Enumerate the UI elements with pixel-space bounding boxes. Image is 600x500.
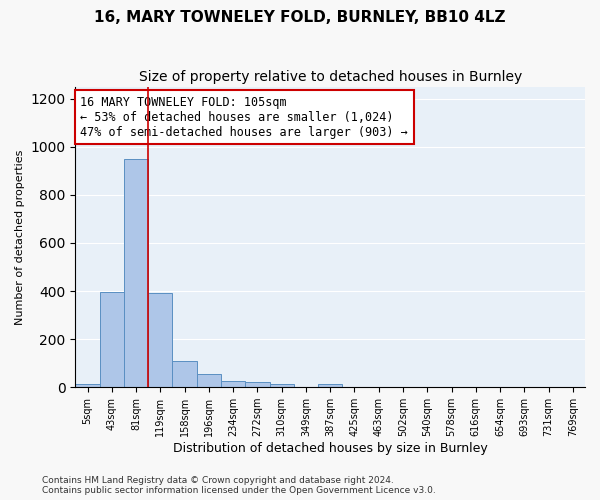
Bar	[172, 361, 197, 387]
Bar	[197, 374, 221, 387]
Bar	[100, 292, 124, 387]
Bar	[124, 158, 148, 387]
Text: 16 MARY TOWNELEY FOLD: 105sqm
← 53% of detached houses are smaller (1,024)
47% o: 16 MARY TOWNELEY FOLD: 105sqm ← 53% of d…	[80, 96, 408, 138]
Y-axis label: Number of detached properties: Number of detached properties	[15, 149, 25, 324]
Bar	[221, 381, 245, 387]
Bar	[76, 384, 100, 387]
Text: 16, MARY TOWNELEY FOLD, BURNLEY, BB10 4LZ: 16, MARY TOWNELEY FOLD, BURNLEY, BB10 4L…	[94, 10, 506, 25]
Bar	[245, 382, 269, 387]
Bar	[148, 294, 172, 387]
Text: Contains HM Land Registry data © Crown copyright and database right 2024.
Contai: Contains HM Land Registry data © Crown c…	[42, 476, 436, 495]
Bar	[269, 384, 294, 387]
Bar	[318, 384, 343, 387]
Title: Size of property relative to detached houses in Burnley: Size of property relative to detached ho…	[139, 70, 522, 84]
X-axis label: Distribution of detached houses by size in Burnley: Distribution of detached houses by size …	[173, 442, 488, 455]
